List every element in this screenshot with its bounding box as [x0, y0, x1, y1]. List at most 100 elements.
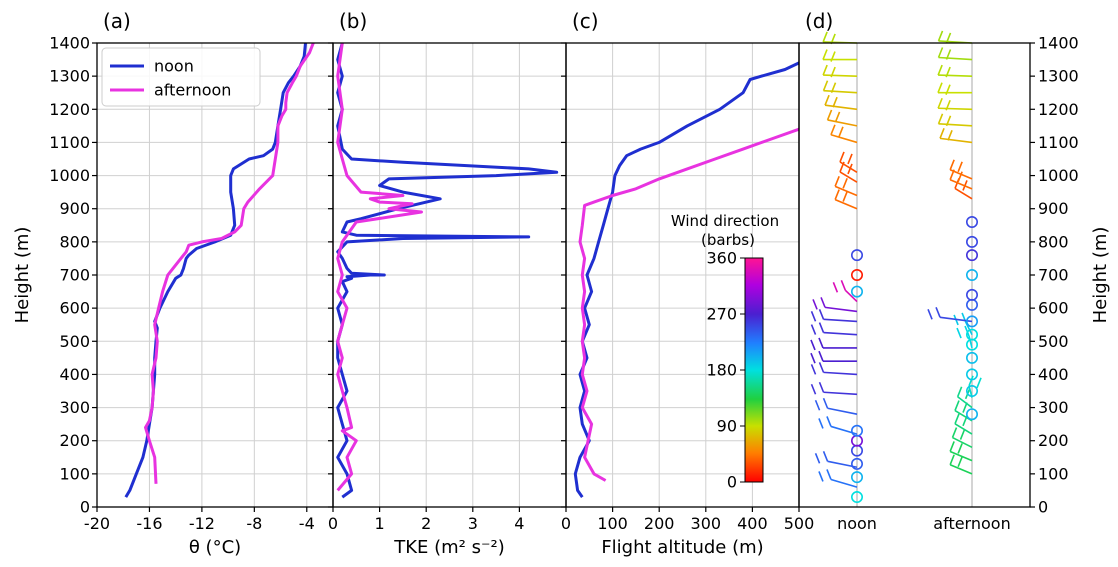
wind-barb: [823, 318, 858, 323]
wind-barb-flag: [957, 171, 963, 183]
x-tick-label: -16: [136, 514, 162, 533]
y-axis-label-left: Height (m): [12, 227, 33, 324]
y-tick-label-right: 600: [1038, 299, 1069, 318]
wind-barb-flag: [818, 309, 825, 320]
x-tick-label: -12: [189, 514, 215, 533]
wind-barb-flag: [830, 51, 836, 62]
wind-barb-flag: [937, 113, 944, 125]
wind-barb-flag: [826, 416, 832, 427]
series-line-noon: [124, 42, 307, 498]
wind-barb-flag: [832, 282, 839, 293]
y-tick-label-right: 0: [1038, 498, 1048, 517]
wind-barb: [823, 331, 858, 336]
y-tick-label-right: 500: [1038, 332, 1069, 351]
y-tick-label: 400: [59, 365, 90, 384]
wind-barb-flag: [830, 33, 836, 45]
y-tick-label: 900: [59, 199, 90, 218]
wind-barb-flag: [937, 82, 943, 94]
wind-barb: [824, 306, 858, 313]
wind-barb-flag: [818, 418, 824, 429]
legend-label: noon: [154, 57, 194, 76]
colorbar-tick-label: 180: [706, 361, 737, 380]
calm-wind-marker: [850, 457, 863, 470]
series-line-noon: [336, 42, 559, 499]
wind-barb-flag: [954, 413, 960, 425]
calm-wind-marker: [850, 424, 863, 437]
y-tick-label-right: 700: [1038, 266, 1069, 285]
wind-barb-flag: [945, 99, 951, 111]
wind-barb: [827, 407, 858, 415]
x-tick-label: 100: [597, 514, 628, 533]
y-tick-label: 0: [80, 498, 90, 517]
wind-barb-flag: [937, 64, 943, 76]
wind-barb: [957, 396, 973, 409]
wind-barb-flag: [949, 454, 955, 466]
wind-barb: [839, 161, 858, 173]
x-tick-label: 300: [691, 514, 722, 533]
y-tick-label-right: 400: [1038, 365, 1069, 384]
wind-barb-flag: [945, 49, 952, 60]
wind-barb-flag: [834, 176, 840, 187]
wind-barb-flag: [822, 49, 828, 60]
wind-barb-flag: [824, 94, 830, 106]
calm-wind-marker: [965, 368, 978, 381]
x-axis-label: Flight altitude (m): [601, 537, 763, 558]
wind-barb-flag: [957, 456, 963, 468]
calm-wind-marker: [965, 249, 978, 262]
wind-barb: [834, 185, 858, 197]
wind-barb-flag: [954, 400, 960, 411]
wind-barb: [830, 134, 858, 144]
data-layer: [124, 30, 982, 504]
wind-barb-flag: [810, 364, 817, 375]
panel-label: (d): [805, 9, 833, 33]
y-tick-label: 500: [59, 332, 90, 351]
x-tick-label: 0: [328, 514, 338, 533]
colorbar-title: (barbs): [701, 231, 755, 249]
wind-barb-flag: [814, 399, 821, 411]
series-line-afternoon: [578, 127, 800, 482]
wind-barb-flag: [945, 32, 952, 44]
y-tick-label: 700: [59, 266, 90, 285]
wind-barb-flag: [834, 189, 840, 200]
colorbar-title: Wind direction: [671, 212, 779, 230]
wind-barb: [844, 289, 858, 303]
y-tick-label: 100: [59, 464, 90, 483]
series-line-afternoon: [336, 42, 423, 492]
x-category-label: afternoon: [933, 514, 1010, 533]
wind-barb-flag: [949, 441, 955, 452]
x-tick-label: 3: [468, 514, 478, 533]
wind-barb: [839, 171, 858, 183]
wind-barb: [830, 478, 858, 488]
wind-barb-flag: [812, 299, 818, 310]
wind-barb-flag: [826, 109, 833, 121]
wind-barb: [823, 89, 858, 94]
wind-barb-flag: [964, 325, 970, 337]
wind-barb-flag: [818, 362, 825, 373]
wind-barb-flag: [957, 443, 963, 454]
wind-barb-flag: [956, 327, 962, 339]
panel-frame: [798, 42, 1031, 508]
y-tick-label: 200: [59, 431, 90, 450]
y-tick-label-right: 1100: [1038, 133, 1079, 152]
calm-wind-marker: [965, 328, 978, 341]
y-tick-label-right: 200: [1038, 431, 1069, 450]
wind-barb: [939, 137, 973, 144]
wind-barb-flag: [937, 47, 944, 58]
x-tick-label: 0: [561, 514, 571, 533]
wind-barb-flag: [956, 386, 963, 398]
panel-label: (b): [339, 9, 367, 33]
wind-barb-flag: [810, 324, 817, 335]
wind-barb: [827, 119, 858, 127]
calm-wind-marker: [850, 491, 863, 504]
wind-barb-flag: [927, 309, 933, 320]
wind-barb-flag: [959, 429, 966, 440]
y-tick-label: 1300: [49, 67, 90, 86]
wind-barb-flag: [937, 30, 944, 42]
x-tick-label: -4: [299, 514, 315, 533]
calm-wind-marker: [850, 285, 863, 298]
x-category-label: noon: [837, 514, 877, 533]
wind-barb-flag: [842, 191, 848, 202]
series-line-noon: [573, 61, 800, 498]
colorbar: [744, 257, 764, 483]
y-tick-label: 600: [59, 299, 90, 318]
